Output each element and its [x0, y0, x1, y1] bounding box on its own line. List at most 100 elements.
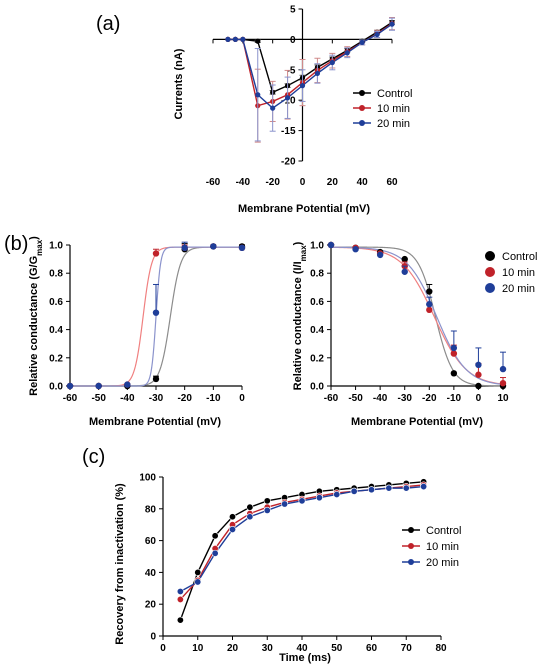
chart-b-left-fits	[70, 246, 242, 387]
y-tick-label: 1.0	[310, 241, 324, 252]
data-point	[329, 59, 335, 66]
x-tick-label: -10	[447, 393, 462, 404]
data-point	[152, 250, 160, 257]
y-tick-label: 0	[150, 632, 156, 643]
x-tick-label: 0	[300, 177, 306, 188]
y-tick-label: 0.2	[310, 353, 324, 364]
panel-label-c: (c)	[82, 446, 105, 468]
legend-item-control: Control	[353, 88, 412, 100]
chart-b-left-xlabel: Membrane Potential (mV)	[89, 416, 221, 428]
chart-b-left-ylabel-main: Relative conductance (G/G	[28, 256, 40, 396]
x-tick-label: 0	[476, 393, 482, 404]
y-tick-label: 0.6	[310, 297, 324, 308]
chart-c-ylabel: Recovery from inactivation (%)	[114, 483, 126, 645]
chart-b-right-marks	[327, 241, 507, 390]
y-tick-label: 0.0	[310, 382, 324, 393]
y-tick-label: 40	[145, 568, 157, 579]
legend-item-20-min: 20 min	[353, 118, 410, 130]
x-tick-label: -20	[265, 177, 280, 188]
data-point	[240, 36, 246, 43]
chart-a-axes: -60 -40 -20 0 20 40 60 5 0 -5 -10 -15 -20	[206, 5, 398, 189]
data-point	[450, 350, 458, 357]
chart-c-marks	[176, 478, 428, 624]
legend-item-10-min: 10 min	[353, 103, 410, 115]
y-tick-label: 0.4	[310, 325, 324, 336]
chart-b-right-ylabel-sub: max	[299, 245, 308, 262]
series-20-min	[176, 483, 428, 595]
data-point	[246, 503, 254, 511]
data-point	[66, 382, 74, 390]
x-tick-label: 40	[296, 643, 308, 654]
y-tick-label: 100	[139, 473, 156, 484]
data-point	[95, 382, 102, 390]
x-tick-label: -40	[236, 177, 251, 188]
legend-item-10-min: 10 min	[485, 267, 535, 279]
data-point	[475, 361, 482, 369]
legend-label: 20 min	[502, 283, 535, 295]
x-tick-label: 70	[401, 643, 413, 654]
legend-label: Control	[426, 525, 461, 537]
y-tick-label: -5	[287, 65, 296, 76]
data-point	[499, 365, 507, 373]
chart-b-inactivation: -60 -50 -40 -30 -20 -10 0 100.00.20.40.60.81.0 …	[292, 241, 537, 429]
data-point	[327, 241, 335, 249]
x-tick-label: 30	[262, 643, 274, 654]
chart-c-xlabel: Time (ms)	[279, 652, 331, 664]
y-tick-label: 1.0	[49, 241, 63, 252]
x-tick-label: -60	[63, 393, 78, 404]
chart-a-iv-curve: -60 -40 -20 0 20 40 60 5 0 -5 -10 -15 -20 Membrane P…	[173, 5, 412, 216]
data-point	[229, 525, 237, 533]
chart-b-left-ylabel-sub: max	[35, 239, 44, 256]
data-point	[246, 513, 254, 521]
x-tick-label: 10	[497, 393, 509, 404]
x-tick-label: 40	[357, 177, 369, 188]
data-point	[352, 246, 359, 253]
data-point	[333, 490, 341, 498]
data-point	[298, 497, 306, 505]
data-point	[229, 513, 237, 521]
y-tick-label: 0.6	[49, 297, 63, 308]
legend-label: Control	[502, 251, 537, 263]
legend-marker	[485, 251, 495, 261]
x-tick-label: -10	[206, 393, 221, 404]
panel-label-a: (a)	[96, 13, 120, 35]
y-tick-label: 0.4	[49, 325, 63, 336]
fit-curve-control	[331, 246, 504, 387]
x-tick-label: 60	[386, 177, 398, 188]
x-tick-label: -30	[149, 393, 164, 404]
x-tick-label: 20	[327, 177, 339, 188]
data-point	[194, 568, 202, 576]
chart-b-left-ylabel-end: )	[28, 236, 40, 240]
data-point	[367, 486, 375, 494]
legend-item-control: Control	[485, 251, 537, 263]
data-point	[194, 578, 202, 586]
legend-label: 10 min	[502, 267, 535, 279]
y-tick-label: 0.0	[49, 382, 63, 393]
chart-b-left-axes: -60 -50 -40 -30 -20 -10 0 0.0 0.2 0.4 0.6 0.8 1.0	[49, 241, 245, 405]
chart-c-legend: Control 10 min 20 min	[402, 525, 461, 569]
data-point	[344, 50, 350, 56]
data-point	[176, 595, 184, 603]
legend-marker	[485, 267, 495, 277]
y-tick-label: 5	[290, 5, 296, 16]
data-point	[281, 500, 289, 508]
x-tick-label: 60	[366, 643, 378, 654]
x-tick-label: -30	[397, 393, 412, 404]
data-point	[124, 381, 131, 388]
data-point	[401, 255, 408, 263]
chart-a-marks	[225, 17, 395, 143]
x-tick-label: -40	[373, 393, 388, 404]
y-tick-label: 20	[145, 600, 157, 611]
x-tick-label: -50	[91, 393, 106, 404]
legend-item-20-min: 20 min	[402, 557, 459, 569]
data-point	[385, 484, 393, 492]
legend-item-control: Control	[402, 525, 461, 537]
data-point	[238, 244, 246, 252]
x-tick-label: 50	[331, 643, 343, 654]
chart-b-activation: -60 -50 -40 -30 -20 -10 0 0.0 0.2 0.4 0.6 0.8 1.0 Me…	[28, 236, 245, 428]
data-point	[475, 371, 482, 378]
x-tick-label: -40	[120, 393, 135, 404]
data-point	[255, 92, 261, 98]
data-point	[350, 487, 358, 495]
data-point	[232, 36, 238, 43]
